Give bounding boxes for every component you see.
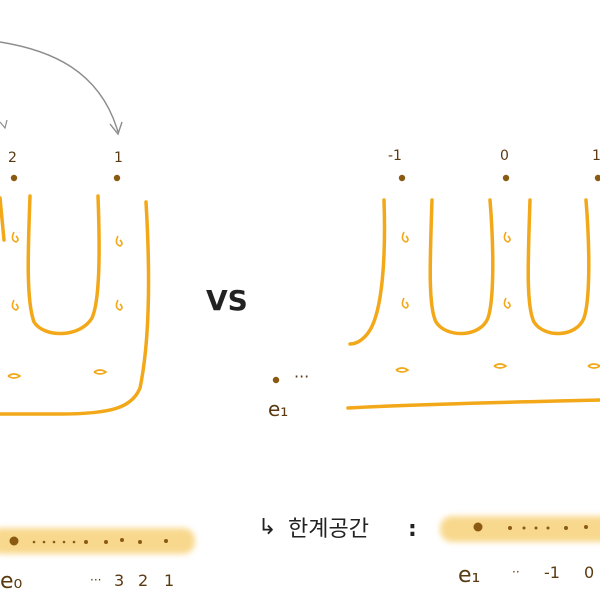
right-basepoint bbox=[272, 376, 280, 384]
strip-dot bbox=[564, 526, 568, 530]
strip-dot bbox=[584, 525, 588, 529]
left-strip-label-2: 2 bbox=[138, 571, 148, 590]
curl-mark bbox=[115, 299, 123, 311]
curl-mark bbox=[493, 363, 508, 369]
strip-dot bbox=[164, 539, 168, 543]
right-strip-label-0: 0 bbox=[584, 563, 594, 582]
strip-dot bbox=[32, 540, 36, 544]
right-basepoint-label: e₁ bbox=[268, 397, 288, 421]
strip-dot bbox=[84, 540, 88, 544]
left-strip-band bbox=[0, 528, 195, 554]
left-curls bbox=[7, 231, 123, 379]
vs-label: VS bbox=[206, 284, 248, 317]
strip-dot bbox=[104, 540, 108, 544]
strip-dot bbox=[522, 526, 526, 530]
right-point-minus1 bbox=[398, 174, 406, 182]
right-strip-label-minus1: -1 bbox=[544, 563, 560, 582]
right-left-curve bbox=[348, 198, 387, 346]
right-strip-dots bbox=[508, 525, 588, 530]
curl-mark bbox=[401, 297, 409, 309]
right-strip: ↳ 한계공간 : e₁ ·· -1 0 bbox=[258, 515, 600, 588]
limit-space-colon: : bbox=[408, 517, 417, 542]
left-point-label-1: 1 bbox=[114, 150, 123, 166]
arrow-tail bbox=[0, 119, 8, 130]
right-point-label-1: 1 bbox=[592, 148, 600, 164]
curl-mark bbox=[93, 369, 108, 375]
left-strip-basepoint bbox=[9, 536, 19, 546]
right-u-2 bbox=[526, 198, 591, 336]
curl-mark bbox=[395, 367, 410, 373]
right-baseline bbox=[346, 398, 600, 410]
right-point-label-minus1: -1 bbox=[388, 148, 402, 164]
strip-dot bbox=[72, 540, 76, 544]
curl-mark bbox=[11, 231, 19, 243]
curl-mark bbox=[115, 235, 123, 247]
right-strip-label-e1: e₁ bbox=[458, 563, 480, 588]
curl-mark bbox=[11, 299, 19, 311]
right-dots-label: ··· bbox=[294, 367, 309, 386]
strip-dot bbox=[42, 540, 46, 544]
right-point-label-0: 0 bbox=[500, 148, 509, 164]
right-point-0 bbox=[502, 174, 510, 182]
left-strip-label-dots: ··· bbox=[90, 573, 101, 587]
strip-dot bbox=[120, 538, 124, 542]
right-strip-label-dots: ·· bbox=[512, 565, 520, 579]
curved-arrow bbox=[0, 41, 119, 133]
left-strip-label-1: 1 bbox=[164, 571, 174, 590]
strip-arrow-icon: ↳ bbox=[258, 515, 276, 540]
curl-mark bbox=[401, 231, 409, 243]
right-u-1 bbox=[428, 198, 495, 336]
curl-mark bbox=[503, 231, 511, 243]
left-point-2 bbox=[10, 174, 18, 182]
right-diagram: -1 0 1 ··· e₁ bbox=[268, 148, 600, 421]
right-curls bbox=[395, 231, 600, 373]
left-strip: e₀ ··· 3 2 1 bbox=[0, 528, 195, 594]
strip-dot bbox=[508, 526, 512, 530]
left-strip-dots bbox=[32, 538, 168, 544]
strip-dot bbox=[52, 540, 56, 544]
curl-mark bbox=[7, 373, 22, 379]
curl-mark bbox=[503, 297, 511, 309]
left-point-1 bbox=[113, 174, 121, 182]
arrowhead-icon bbox=[109, 121, 123, 136]
right-strip-basepoint bbox=[473, 522, 483, 532]
strip-dot bbox=[62, 540, 66, 544]
strip-dot bbox=[546, 526, 550, 530]
strip-dot bbox=[138, 540, 142, 544]
left-point-label-2: 2 bbox=[8, 150, 17, 166]
strip-dot bbox=[534, 526, 538, 530]
left-outer-curve bbox=[0, 200, 151, 416]
right-point-1 bbox=[594, 174, 600, 182]
left-strip-label-3: 3 bbox=[114, 571, 124, 590]
limit-space-label: 한계공간 bbox=[288, 517, 369, 542]
left-strip-label-e0: e₀ bbox=[0, 569, 23, 594]
left-inner-u bbox=[26, 194, 101, 336]
curl-mark bbox=[587, 363, 600, 369]
left-edge-stroke bbox=[0, 196, 6, 242]
left-diagram: 2 1 bbox=[0, 41, 151, 416]
right-strip-band bbox=[440, 516, 600, 542]
